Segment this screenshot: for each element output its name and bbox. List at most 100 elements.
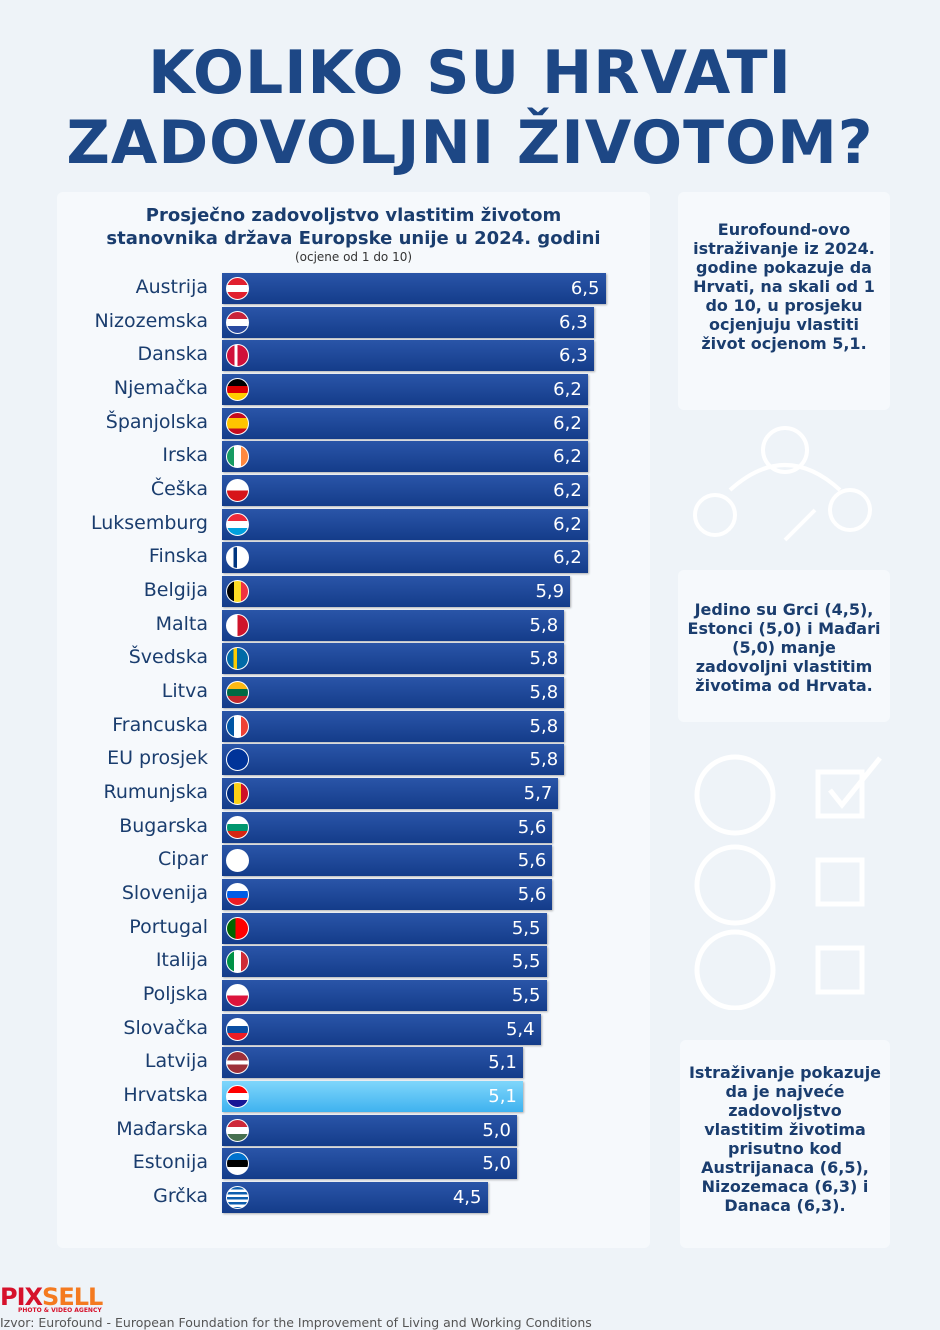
- bar-luksemburg: 6,2: [222, 508, 588, 540]
- bar-švedska: 5,8: [222, 643, 565, 675]
- flag-icon: [226, 782, 249, 806]
- chart-title-line-1: Prosječno zadovoljstvo vlastitim životom: [145, 205, 562, 226]
- flag-icon: [226, 849, 249, 873]
- value-label: 5,6: [517, 816, 547, 838]
- category-label: Portugal: [129, 915, 208, 938]
- flag-icon: [226, 950, 249, 974]
- value-label: 6,3: [559, 311, 588, 333]
- category-label: Češka: [150, 478, 208, 501]
- pixsell-logo: PIXSELL PHOTO & VIDEO AGENCY: [0, 1283, 103, 1314]
- bar-cipar: 5,6: [222, 845, 553, 877]
- value-label: 5,8: [529, 614, 559, 636]
- value-label: 5,1: [488, 1052, 517, 1074]
- category-label: Nizozemska: [94, 309, 208, 332]
- bar-češka: 6,2: [222, 475, 588, 507]
- category-label: Austrija: [135, 276, 208, 298]
- bar-estonija: 5,0: [222, 1148, 517, 1180]
- bar-bugarska: 5,6: [222, 811, 553, 843]
- category-label: Estonija: [132, 1151, 208, 1174]
- flag-icon: [226, 748, 249, 772]
- value-label: 6,5: [570, 278, 600, 299]
- value-label: 5,7: [523, 783, 553, 805]
- rating-checklist-icon: [694, 754, 882, 1010]
- category-label: Njemačka: [113, 377, 208, 399]
- value-label: 5,5: [511, 951, 541, 973]
- flag-icon: [226, 714, 249, 738]
- flag-icon: [226, 1017, 249, 1041]
- category-label: Švedska: [128, 646, 208, 669]
- value-label: 5,5: [511, 917, 541, 939]
- bar-finska: 6,2: [222, 542, 588, 574]
- bar-danska: 6,3: [222, 340, 594, 372]
- category-label: Mađarska: [116, 1117, 208, 1140]
- value-label: 5,4: [505, 1018, 535, 1040]
- category-label: Rumunjska: [103, 781, 208, 804]
- category-label: Hrvatska: [123, 1084, 208, 1107]
- bar-latvija: 5,1: [222, 1047, 523, 1079]
- smiley-decoration-icon: [693, 426, 872, 542]
- bar-španjolska: 6,2: [222, 407, 588, 439]
- category-label: Belgija: [143, 579, 208, 602]
- value-label: 6,2: [553, 480, 582, 502]
- flag-icon: [226, 1186, 249, 1210]
- flag-icon: [226, 512, 249, 536]
- flag-icon: [226, 1051, 249, 1075]
- category-label: Španjolska: [105, 410, 208, 433]
- info-box-3: Istraživanje pokazuje da je najveće zado…: [680, 1040, 890, 1248]
- category-label: Litva: [161, 680, 208, 703]
- flag-icon: [226, 580, 249, 604]
- bar-poljska: 5,5: [222, 980, 547, 1012]
- flag-icon: [226, 445, 249, 469]
- value-label: 5,8: [529, 648, 559, 670]
- title-line-1: KOLIKO SU HRVATI: [148, 38, 792, 108]
- category-label: Italija: [155, 949, 208, 972]
- bar-slovačka: 5,4: [222, 1013, 541, 1045]
- flag-icon: [226, 815, 249, 839]
- bar-portugal: 5,5: [222, 912, 547, 944]
- bar-litva: 5,8: [222, 677, 565, 709]
- chart-title-line-2: stanovnika država Europske unije u 2024.…: [106, 228, 601, 249]
- bar-eu-prosjek: 5,8: [222, 744, 565, 776]
- bar-slovenija: 5,6: [222, 879, 553, 911]
- flag-icon: [226, 378, 249, 401]
- category-label: Poljska: [142, 983, 208, 1006]
- category-label: Slovenija: [121, 882, 208, 905]
- flag-icon: [226, 344, 249, 368]
- value-label: 6,2: [553, 412, 582, 434]
- flag-icon: [226, 546, 249, 570]
- bar-njemačka: 6,2: [222, 374, 588, 405]
- title-line-2: ZADOVOLJNI ŽIVOTOM?: [66, 108, 874, 178]
- category-label: Cipar: [157, 848, 208, 871]
- value-label: 5,9: [535, 581, 565, 603]
- bar-irska: 6,2: [222, 441, 588, 473]
- flag-icon: [226, 1118, 249, 1142]
- bar-rumunjska: 5,7: [222, 778, 559, 810]
- flag-icon: [226, 479, 249, 503]
- category-label: EU prosjek: [107, 747, 208, 770]
- value-label: 6,2: [553, 446, 582, 468]
- value-label: 5,8: [529, 715, 559, 737]
- flag-icon: [226, 916, 249, 940]
- bar-grčka: 4,5: [222, 1182, 488, 1214]
- flag-icon: [226, 310, 249, 334]
- flag-icon: [226, 647, 249, 671]
- category-label: Finska: [148, 545, 208, 568]
- value-label: 5,0: [482, 1119, 511, 1141]
- flag-icon: [226, 1085, 249, 1109]
- value-label: 6,2: [553, 547, 582, 569]
- value-label: 5,0: [482, 1153, 511, 1175]
- value-label: 4,5: [452, 1187, 482, 1209]
- category-label: Francuska: [112, 713, 208, 736]
- bar-belgija: 5,9: [222, 576, 571, 608]
- flag-icon: [226, 984, 249, 1008]
- flag-icon: [226, 883, 249, 907]
- flag-icon: [226, 411, 249, 435]
- category-label: Slovačka: [123, 1016, 208, 1039]
- flag-icon: [226, 277, 249, 300]
- bar-hrvatska: 5,1: [222, 1081, 523, 1113]
- category-label: Danska: [137, 343, 208, 366]
- bar-italija: 5,5: [222, 946, 547, 978]
- value-label: 5,5: [511, 985, 541, 1007]
- value-label: 6,2: [553, 513, 582, 535]
- info-box-1: Eurofound-ovo istraživanje iz 2024. godi…: [678, 192, 890, 410]
